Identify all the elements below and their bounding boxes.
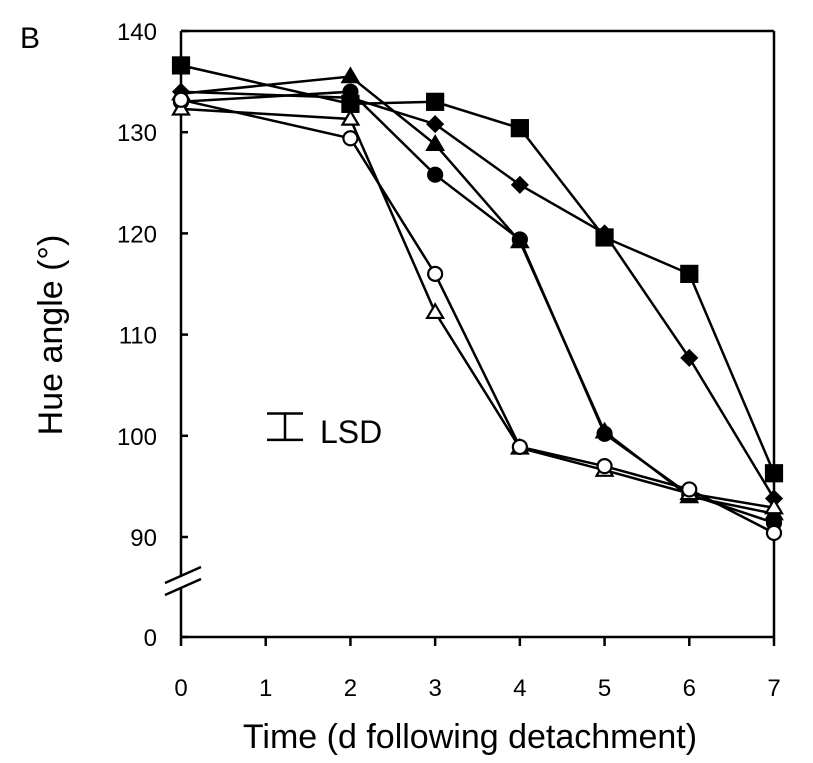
square-marker: [426, 92, 445, 111]
square-marker: [510, 119, 529, 138]
diamond-marker: [510, 175, 529, 194]
circle-marker: [681, 481, 698, 498]
square-marker: [680, 264, 699, 283]
series-layer: [171, 56, 784, 542]
y-tick-label: 90: [130, 525, 157, 552]
series-line: [180, 98, 775, 535]
axis-break-mark: [164, 565, 202, 585]
x-tick-label: 3: [428, 675, 441, 702]
plot-frame: [164, 29, 776, 639]
circle-marker: [596, 425, 613, 442]
lsd-annotation: LSD: [267, 412, 382, 450]
triangle-marker: [425, 134, 446, 152]
x-tick-label: 7: [767, 675, 780, 702]
circle-marker: [765, 524, 783, 542]
diamond-marker: [426, 115, 445, 134]
y-tick-label: 100: [117, 424, 157, 451]
series-line: [180, 75, 775, 515]
series-line: [180, 90, 776, 500]
axis-break-mark: [164, 577, 202, 597]
circle-marker: [427, 166, 444, 183]
x-axis-title: Time (d following detachment): [243, 718, 697, 756]
triangle-marker: [764, 497, 784, 515]
x-tick-label: 6: [683, 675, 696, 702]
series-line: [180, 107, 775, 509]
circle-marker: [427, 265, 444, 282]
x-tick-label: 2: [344, 675, 357, 702]
x-axis: 0 1 2 3 4 5 6 7: [174, 637, 781, 702]
diamond-marker: [680, 348, 699, 367]
circle-marker: [596, 458, 613, 475]
circle-marker: [342, 130, 359, 147]
circle-marker: [342, 83, 359, 100]
y-tick-label: 0: [144, 625, 157, 652]
y-tick-label: 130: [117, 120, 157, 147]
triangle-marker: [425, 302, 446, 320]
square-marker: [764, 464, 784, 483]
x-tick-label: 4: [513, 675, 526, 702]
circle-marker: [511, 231, 528, 248]
y-tick-label: 120: [117, 221, 157, 248]
y-tick-label: 110: [119, 323, 157, 350]
y-axis: 0 90 100 110 120 130 140: [117, 19, 188, 652]
triangle-marker: [340, 108, 361, 126]
x-tick-label: 0: [174, 675, 187, 702]
y-tick-label: 140: [117, 19, 157, 46]
panel-label: B: [20, 22, 40, 55]
triangle-marker: [340, 66, 361, 84]
lsd-label: LSD: [320, 414, 382, 450]
series-line: [180, 90, 775, 524]
x-tick-label: 5: [598, 675, 611, 702]
square-marker: [171, 56, 191, 75]
circle-marker: [172, 91, 190, 108]
y-axis-title: Hue angle (°): [32, 235, 70, 436]
diamond-marker: [595, 224, 614, 243]
x-tick-label: 1: [259, 675, 272, 702]
circle-marker: [511, 438, 528, 456]
